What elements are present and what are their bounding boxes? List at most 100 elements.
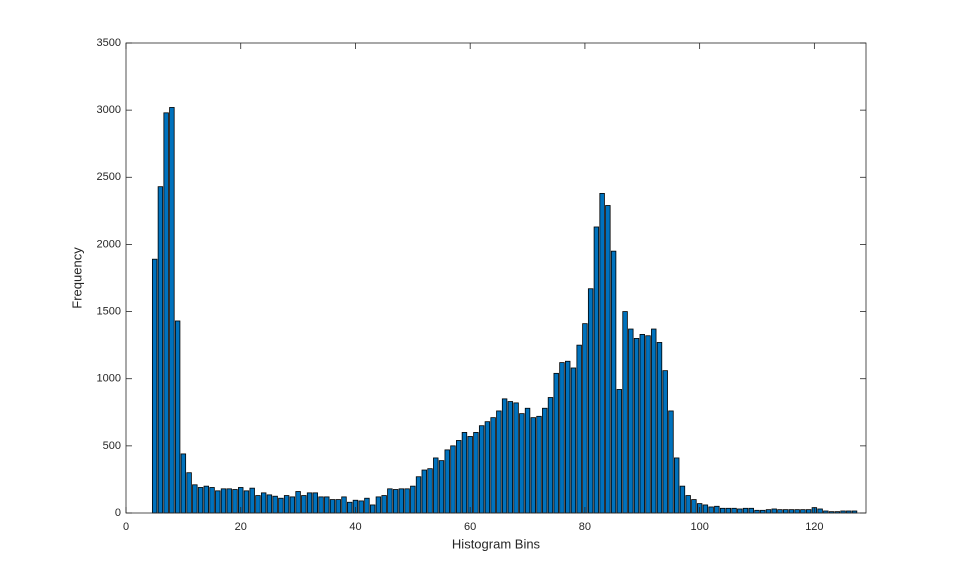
bar (301, 495, 307, 514)
bar (599, 192, 605, 514)
bar (289, 496, 296, 514)
bar (427, 468, 433, 514)
bar (306, 492, 313, 514)
bar (547, 397, 554, 514)
bar (605, 205, 611, 514)
bar (215, 490, 221, 514)
bar (364, 497, 370, 514)
bar (203, 485, 210, 514)
bar (542, 407, 548, 514)
bar (593, 226, 600, 514)
bar (714, 505, 720, 514)
bar (622, 311, 628, 514)
bar (610, 250, 617, 514)
bar (404, 488, 410, 514)
bar (329, 499, 336, 514)
bar (473, 432, 479, 514)
bar (335, 499, 341, 514)
y-tick-label: 3500 (97, 37, 121, 49)
bar (174, 320, 181, 514)
bar (163, 112, 169, 514)
x-tick-label: 60 (464, 521, 476, 533)
bar (674, 457, 680, 514)
bar (519, 413, 525, 514)
bar (805, 509, 812, 514)
bar (375, 496, 382, 514)
bar (553, 372, 559, 514)
bar (272, 495, 278, 514)
bar (754, 509, 760, 514)
bar (771, 508, 777, 514)
bar (794, 509, 800, 514)
bar (456, 440, 462, 514)
bar (392, 489, 399, 514)
bar (490, 417, 496, 514)
bar (765, 509, 772, 514)
bar (662, 370, 668, 514)
x-tick-label: 0 (123, 521, 129, 533)
y-tick-label: 2500 (97, 171, 121, 183)
bar (788, 509, 795, 514)
bar (633, 338, 640, 514)
bar (169, 107, 175, 514)
bar (444, 449, 450, 514)
bar (249, 487, 255, 514)
bar (209, 487, 215, 514)
bar (398, 488, 405, 514)
bar (737, 508, 743, 514)
bar (513, 402, 519, 514)
y-tick-label: 2000 (97, 238, 121, 250)
bar (565, 360, 571, 514)
bar (283, 495, 290, 514)
bar (220, 488, 227, 514)
bar (725, 507, 732, 514)
bar (341, 496, 347, 514)
bar (358, 500, 364, 514)
bar (719, 507, 726, 514)
bar (777, 509, 783, 514)
bar (576, 344, 582, 514)
bar (450, 445, 456, 514)
bar (702, 504, 709, 514)
bar (347, 501, 353, 514)
bar (192, 484, 198, 514)
x-axis-label: Histogram Bins (452, 536, 541, 551)
bar (536, 415, 542, 514)
bar (742, 507, 749, 514)
bar (587, 288, 594, 514)
bar (748, 507, 754, 514)
bar (570, 367, 577, 514)
bar (312, 492, 318, 514)
bar (616, 389, 623, 514)
x-tick-label: 20 (235, 521, 247, 533)
x-tick-label: 40 (349, 521, 361, 533)
bar (461, 432, 468, 514)
bar (656, 342, 663, 514)
bar (530, 417, 536, 514)
y-axis-label: Frequency (69, 247, 84, 309)
bar (817, 508, 823, 514)
bar (243, 490, 250, 514)
bar (295, 491, 301, 514)
bar (651, 328, 657, 514)
bar (708, 506, 714, 514)
bar (260, 492, 267, 514)
bar (387, 488, 393, 514)
bar (524, 407, 531, 514)
bar (226, 488, 232, 514)
bar (645, 335, 651, 514)
bar (507, 401, 514, 514)
y-tick-label: 1000 (97, 373, 121, 385)
bar (582, 323, 588, 514)
bar (501, 398, 508, 514)
bar (157, 186, 164, 514)
bar (691, 499, 697, 514)
bar (438, 460, 445, 514)
bar (415, 476, 422, 514)
plot-box (125, 42, 867, 514)
bar (668, 410, 674, 514)
bar (484, 421, 491, 514)
bar (318, 496, 324, 514)
y-tick-label: 1500 (97, 305, 121, 317)
bar (180, 453, 187, 514)
